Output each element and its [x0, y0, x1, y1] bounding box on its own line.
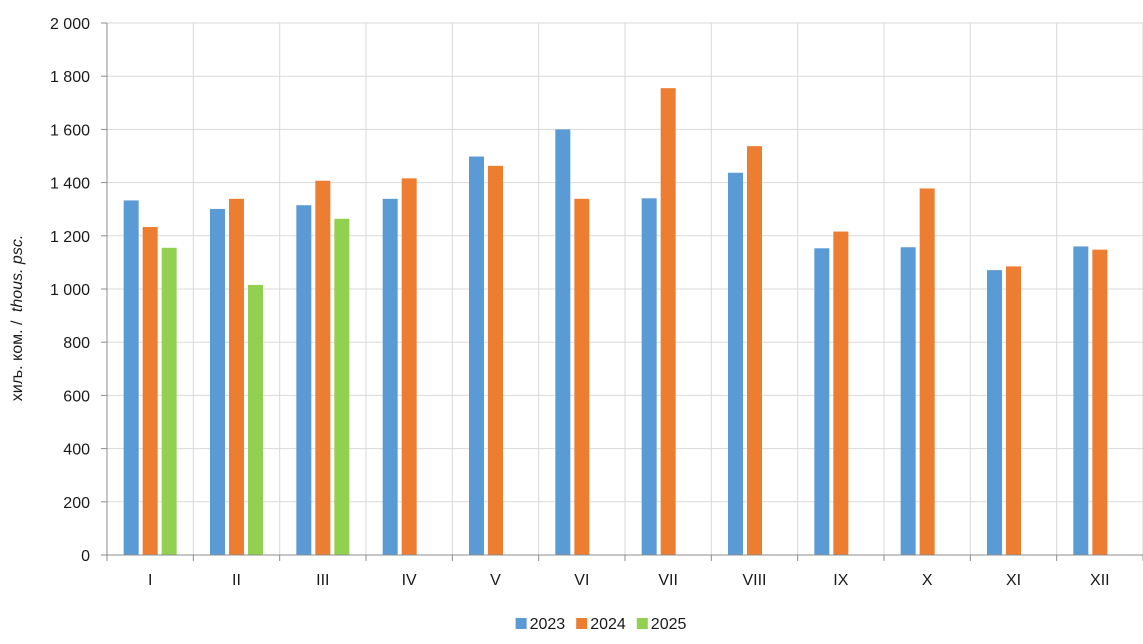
x-tick-label: X [922, 572, 933, 589]
legend-label-2025: 2025 [651, 616, 687, 633]
bar-2024-VII [660, 88, 676, 556]
x-tick-label: IX [833, 572, 848, 589]
bar-2023-VII [641, 198, 657, 555]
legend-swatch-2023 [515, 618, 527, 629]
y-axis-title: хиљ. ком. / thous. psc. [9, 235, 26, 402]
x-tick-label: XII [1090, 572, 1110, 589]
y-axis-title-plain: хиљ. ком. / [9, 320, 26, 401]
bar-2023-IX [814, 248, 830, 555]
bar-2023-V [469, 156, 484, 556]
y-tick-label: 200 [63, 495, 90, 512]
bar-2023-XI [987, 270, 1002, 555]
bar-2024-IV [401, 178, 417, 555]
x-tick-label: XI [1006, 572, 1021, 589]
bar-2023-IV [382, 198, 398, 556]
y-tick-labels: 0 200 400 600 800 1 000 1 200 1 400 1 600 1 800 2 … [50, 16, 90, 565]
legend: 2023 2024 2025 [515, 616, 687, 633]
x-tick-label: V [490, 572, 501, 589]
bar-2023-X [900, 247, 916, 555]
y-tick-label: 1 400 [50, 176, 90, 193]
y-tick-label: 0 [81, 548, 90, 565]
legend-label-2023: 2023 [530, 616, 566, 633]
bar-2023-XII [1073, 246, 1089, 555]
bar-2024-X [919, 188, 935, 555]
y-tick-label: 1 000 [50, 282, 90, 299]
bar-2023-VI [555, 129, 571, 555]
bar-2024-IX [833, 231, 849, 555]
legend-swatch-2025 [636, 618, 648, 629]
x-tick-label: VII [658, 572, 678, 589]
bar-2024-III [315, 180, 331, 555]
x-tick-label: III [316, 572, 329, 589]
x-tick-label: IV [402, 572, 417, 589]
bars [123, 88, 1108, 556]
x-tick-labels: I II III IV V VI VII VIII IX X XI XII [148, 572, 1110, 589]
bar-2025-III [334, 218, 350, 555]
grid [107, 22, 1143, 555]
legend-label-2024: 2024 [590, 616, 626, 633]
y-tick-label: 2 000 [50, 16, 90, 33]
y-tick-label: 1 200 [50, 229, 90, 246]
y-tick-label: 800 [63, 335, 90, 352]
bar-2024-I [142, 227, 158, 555]
x-tick-label: VIII [742, 572, 766, 589]
bar-2024-VI [574, 198, 590, 556]
bar-2023-VIII [728, 172, 743, 555]
bar-2025-I [161, 247, 177, 555]
y-tick-label: 600 [63, 388, 90, 405]
bar-2024-XI [1006, 266, 1021, 555]
bar-2023-I [123, 200, 139, 555]
bar-2023-III [296, 205, 312, 555]
bar-2024-XII [1092, 249, 1108, 555]
y-tick-label: 400 [63, 442, 90, 459]
bar-2024-VIII [747, 146, 762, 555]
axes [101, 22, 1143, 561]
bar-2023-II [210, 208, 225, 555]
bar-2024-V [488, 165, 503, 556]
legend-swatch-2024 [576, 618, 588, 629]
y-tick-label: 1 600 [50, 122, 90, 139]
x-tick-label: VI [574, 572, 589, 589]
y-axis-title-italic: thous. psc. [9, 235, 26, 312]
bar-2024-II [229, 198, 244, 556]
x-tick-label: I [148, 572, 152, 589]
bar-2025-II [248, 285, 263, 555]
x-tick-label: II [232, 572, 241, 589]
y-tick-label: 1 800 [50, 69, 90, 86]
